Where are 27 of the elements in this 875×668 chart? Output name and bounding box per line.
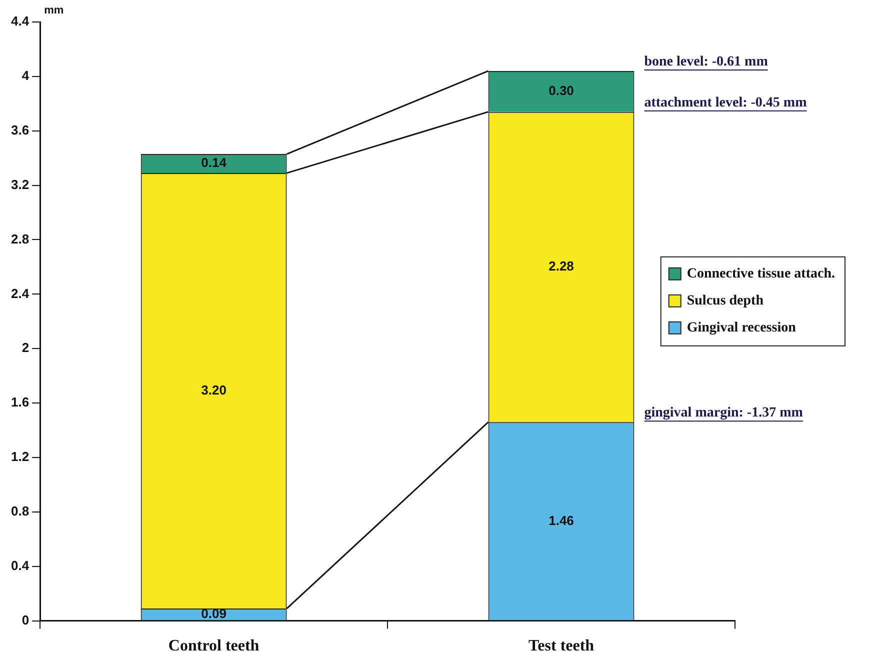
legend-label: Connective tissue attach. [686, 266, 836, 282]
y-tick-label: 0 [22, 612, 30, 628]
y-tick-label: 2 [22, 340, 30, 356]
legend-label: Gingival recession [686, 320, 796, 336]
text: 1.46 [548, 512, 574, 528]
text: 3.20 [201, 382, 226, 398]
y-tick-label: 2.8 [10, 231, 30, 246]
text: 2.28 [548, 258, 574, 274]
y-tick-label: 4.4 [10, 14, 30, 29]
text: 0.14 [201, 155, 226, 170]
y-tick-label: 4 [22, 68, 30, 84]
x-tick-label: Test teeth [528, 638, 594, 655]
x-tick-label: Control teeth [168, 638, 260, 655]
y-tick-label: 0.8 [10, 504, 30, 519]
y-axis-title: mm [44, 4, 64, 17]
y-tick-label: 1.6 [10, 394, 30, 410]
y-tick-label: 1.2 [10, 449, 30, 464]
legend-label: Sulcus depth [686, 294, 764, 309]
annotation: gingival margin: -1.37 mm [644, 406, 804, 421]
y-tick-label: 0.4 [10, 558, 30, 573]
text: 0.09 [201, 606, 226, 622]
text: 0.30 [548, 82, 574, 98]
annotation: bone level: -0.61 mm [644, 54, 768, 70]
y-tick-label: 3.2 [10, 176, 30, 192]
annotation: attachment level: -0.45 mm [644, 95, 808, 110]
y-tick-label: 3.6 [10, 122, 30, 138]
y-tick-label: 2.4 [10, 286, 30, 301]
